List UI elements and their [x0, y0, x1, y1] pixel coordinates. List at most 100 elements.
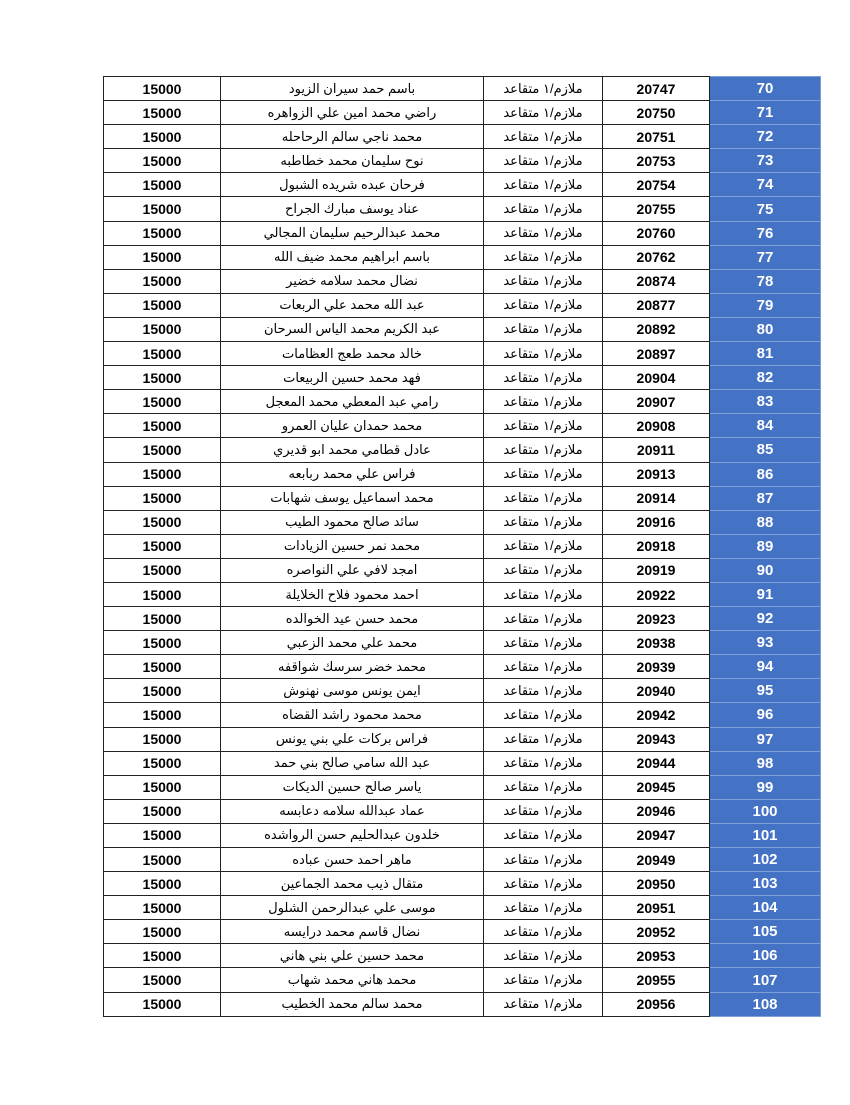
table-row: 15000 باسم حمد سيران الزيود ملازم/١ متقاعد… — [103, 75, 821, 102]
table-row: 15000 محمد اسماعيل يوسف شهابات ملازم/١ متق… — [103, 485, 821, 511]
index-cell: 92 — [709, 606, 821, 632]
rank-cell: ملازم/١ متقاعد — [483, 365, 603, 391]
rank-cell: ملازم/١ متقاعد — [483, 557, 603, 583]
amount-cell: 15000 — [103, 798, 221, 824]
rank-cell: ملازم/١ متقاعد — [483, 244, 603, 270]
name-cell: عماد عبدالله سلامه دعابسه — [220, 798, 484, 824]
index-cell: 90 — [709, 557, 821, 583]
rank-cell: ملازم/١ متقاعد — [483, 822, 603, 849]
table-row: 15000 عبد الله محمد علي الربعات ملازم/١ مت… — [103, 292, 821, 318]
rank-cell: ملازم/١ متقاعد — [483, 389, 603, 415]
rank-cell: ملازم/١ متقاعد — [483, 702, 603, 728]
name-cell: عبد الله سامي صالح بني حمد — [220, 750, 484, 776]
name-cell: ايمن يونس موسى نهنوش — [220, 678, 484, 704]
index-cell: 105 — [709, 919, 821, 945]
name-cell: محمد ناجي سالم الرحاحله — [220, 124, 484, 150]
rank-cell: ملازم/١ متقاعد — [483, 75, 603, 102]
number-cell: 20944 — [602, 750, 710, 776]
table-row: 15000 راضي محمد امين علي الزواهره ملازم/١ … — [103, 100, 821, 126]
name-cell: فرحان عبده شريده الشبول — [220, 172, 484, 198]
table-row: 15000 فهد محمد حسين الربيعات ملازم/١ متقاع… — [103, 365, 821, 391]
index-cell: 101 — [709, 822, 821, 849]
table-body: 15000 باسم حمد سيران الزيود ملازم/١ متقاعد… — [103, 75, 821, 1017]
index-cell: 107 — [709, 967, 821, 993]
number-cell: 20753 — [602, 148, 710, 174]
name-cell: ياسر صالح حسين الديكات — [220, 774, 484, 800]
rank-cell: ملازم/١ متقاعد — [483, 292, 603, 318]
name-cell: باسم ابراهيم محمد ضيف الله — [220, 244, 484, 270]
name-cell: محمد سالم محمد الخطيب — [220, 991, 484, 1017]
name-cell: نضال محمد سلامه خضير — [220, 268, 484, 294]
name-cell: باسم حمد سيران الزيود — [220, 75, 484, 102]
amount-cell: 15000 — [103, 581, 221, 608]
table-row: 15000 ماهر احمد حسن عباده ملازم/١ متقاعد 20… — [103, 846, 821, 873]
table-row: 15000 باسم ابراهيم محمد ضيف الله ملازم/١ م… — [103, 244, 821, 270]
number-cell: 20950 — [602, 871, 710, 897]
rank-cell: ملازم/١ متقاعد — [483, 316, 603, 343]
name-cell: خلدون عبدالحليم حسن الرواشده — [220, 822, 484, 849]
index-cell: 93 — [709, 630, 821, 656]
index-cell: 102 — [709, 846, 821, 873]
number-cell: 20913 — [602, 461, 710, 487]
name-cell: محمد نمر حسين الزيادات — [220, 533, 484, 559]
rank-cell: ملازم/١ متقاعد — [483, 148, 603, 174]
table-row: 15000 فرحان عبده شريده الشبول ملازم/١ متقا… — [103, 172, 821, 198]
rank-cell: ملازم/١ متقاعد — [483, 630, 603, 656]
rank-cell: ملازم/١ متقاعد — [483, 437, 603, 463]
name-cell: فهد محمد حسين الربيعات — [220, 365, 484, 391]
index-cell: 98 — [709, 750, 821, 776]
number-cell: 20897 — [602, 341, 710, 367]
number-cell: 20750 — [602, 100, 710, 126]
table-row: 15000 نضال قاسم محمد درايسه ملازم/١ متقاعد… — [103, 919, 821, 945]
index-cell: 104 — [709, 895, 821, 921]
number-cell: 20923 — [602, 606, 710, 632]
rank-cell: ملازم/١ متقاعد — [483, 654, 603, 680]
amount-cell: 15000 — [103, 341, 221, 367]
name-cell: احمد محمود فلاح الخلايلة — [220, 581, 484, 608]
number-cell: 20751 — [602, 124, 710, 150]
rank-cell: ملازم/١ متقاعد — [483, 774, 603, 800]
rank-cell: ملازم/١ متقاعد — [483, 991, 603, 1017]
table-row: 15000 فراس بركات علي بني يونس ملازم/١ متقا… — [103, 726, 821, 752]
table-row: 15000 نوح سليمان محمد خطاطبه ملازم/١ متقاع… — [103, 148, 821, 174]
rank-cell: ملازم/١ متقاعد — [483, 846, 603, 873]
number-cell: 20952 — [602, 919, 710, 945]
number-cell: 20916 — [602, 509, 710, 535]
amount-cell: 15000 — [103, 220, 221, 246]
number-cell: 20922 — [602, 581, 710, 608]
index-cell: 108 — [709, 991, 821, 1017]
name-cell: نضال قاسم محمد درايسه — [220, 919, 484, 945]
amount-cell: 15000 — [103, 557, 221, 583]
amount-cell: 15000 — [103, 389, 221, 415]
index-cell: 82 — [709, 365, 821, 391]
number-cell: 20914 — [602, 485, 710, 511]
amount-cell: 15000 — [103, 822, 221, 849]
number-cell: 20918 — [602, 533, 710, 559]
name-cell: محمد علي محمد الزعبي — [220, 630, 484, 656]
index-cell: 75 — [709, 196, 821, 222]
rank-cell: ملازم/١ متقاعد — [483, 533, 603, 559]
amount-cell: 15000 — [103, 726, 221, 752]
index-cell: 86 — [709, 461, 821, 487]
number-cell: 20747 — [602, 75, 710, 102]
table-row: 15000 محمد خضر سرسك شواقفه ملازم/١ متقاعد 2… — [103, 654, 821, 680]
amount-cell: 15000 — [103, 630, 221, 656]
table-row: 15000 محمد ناجي سالم الرحاحله ملازم/١ متقا… — [103, 124, 821, 150]
name-cell: سائد صالح محمود الطيب — [220, 509, 484, 535]
amount-cell: 15000 — [103, 919, 221, 945]
amount-cell: 15000 — [103, 124, 221, 150]
number-cell: 20956 — [602, 991, 710, 1017]
rank-cell: ملازم/١ متقاعد — [483, 967, 603, 993]
index-cell: 96 — [709, 702, 821, 728]
amount-cell: 15000 — [103, 533, 221, 559]
index-cell: 70 — [709, 75, 821, 102]
name-cell: محمد حمدان عليان العمرو — [220, 413, 484, 439]
amount-cell: 15000 — [103, 846, 221, 873]
rank-cell: ملازم/١ متقاعد — [483, 726, 603, 752]
index-cell: 106 — [709, 943, 821, 969]
number-cell: 20892 — [602, 316, 710, 343]
rank-cell: ملازم/١ متقاعد — [483, 196, 603, 222]
index-cell: 73 — [709, 148, 821, 174]
amount-cell: 15000 — [103, 437, 221, 463]
table-row: 15000 سائد صالح محمود الطيب ملازم/١ متقاعد… — [103, 509, 821, 535]
